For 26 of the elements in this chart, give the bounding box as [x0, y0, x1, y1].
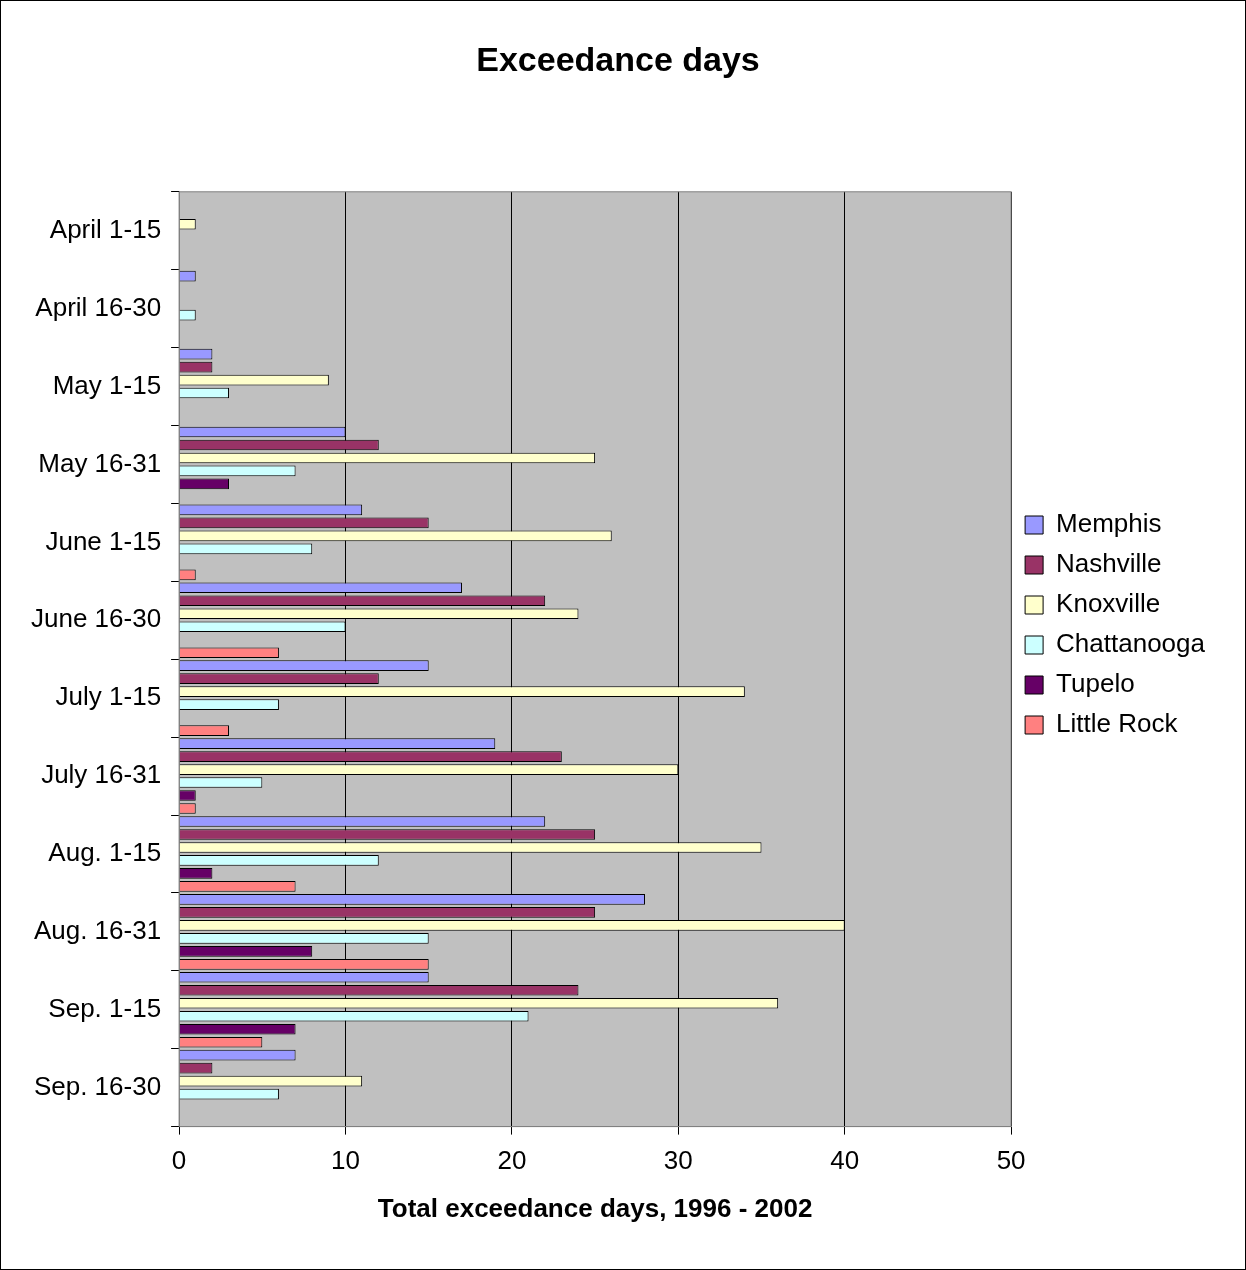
x-tick-label: 0: [171, 1145, 187, 1176]
x-tick-label: 10: [331, 1145, 360, 1176]
legend-label: Nashville: [1056, 548, 1162, 579]
y-tick-label: Sep. 16-30: [33, 1070, 162, 1101]
y-tick-label: June 16-30: [30, 603, 162, 634]
y-tick-label: July 16-31: [41, 759, 162, 790]
legend-label: Little Rock: [1056, 708, 1179, 739]
x-tick-label: 50: [996, 1145, 1026, 1176]
y-tick-label: Sep. 1-15: [48, 992, 162, 1023]
legend-label: Memphis: [1056, 508, 1162, 539]
legend-label: Chattanooga: [1056, 628, 1206, 659]
y-tick-label: Aug. 16-31: [33, 915, 162, 946]
y-tick-label: July 1-15: [55, 681, 162, 712]
y-tick-label: May 1-15: [52, 369, 162, 400]
x-tick-label: 30: [663, 1145, 693, 1176]
legend-label: Knoxville: [1056, 588, 1161, 619]
y-tick-label: May 16-31: [38, 447, 162, 478]
chart-title: Exceedance days: [476, 39, 760, 78]
x-axis-title: Total exceedance days, 1996 - 2002: [377, 1192, 813, 1223]
x-tick-label: 20: [497, 1145, 527, 1176]
y-tick-label: April 1-15: [49, 213, 162, 244]
y-tick-label: Aug. 1-15: [48, 837, 162, 868]
y-tick-label: April 16-30: [35, 291, 162, 322]
x-tick-label: 40: [830, 1145, 860, 1176]
legend-label: Tupelo: [1056, 668, 1135, 699]
y-tick-label: June 1-15: [45, 525, 162, 556]
